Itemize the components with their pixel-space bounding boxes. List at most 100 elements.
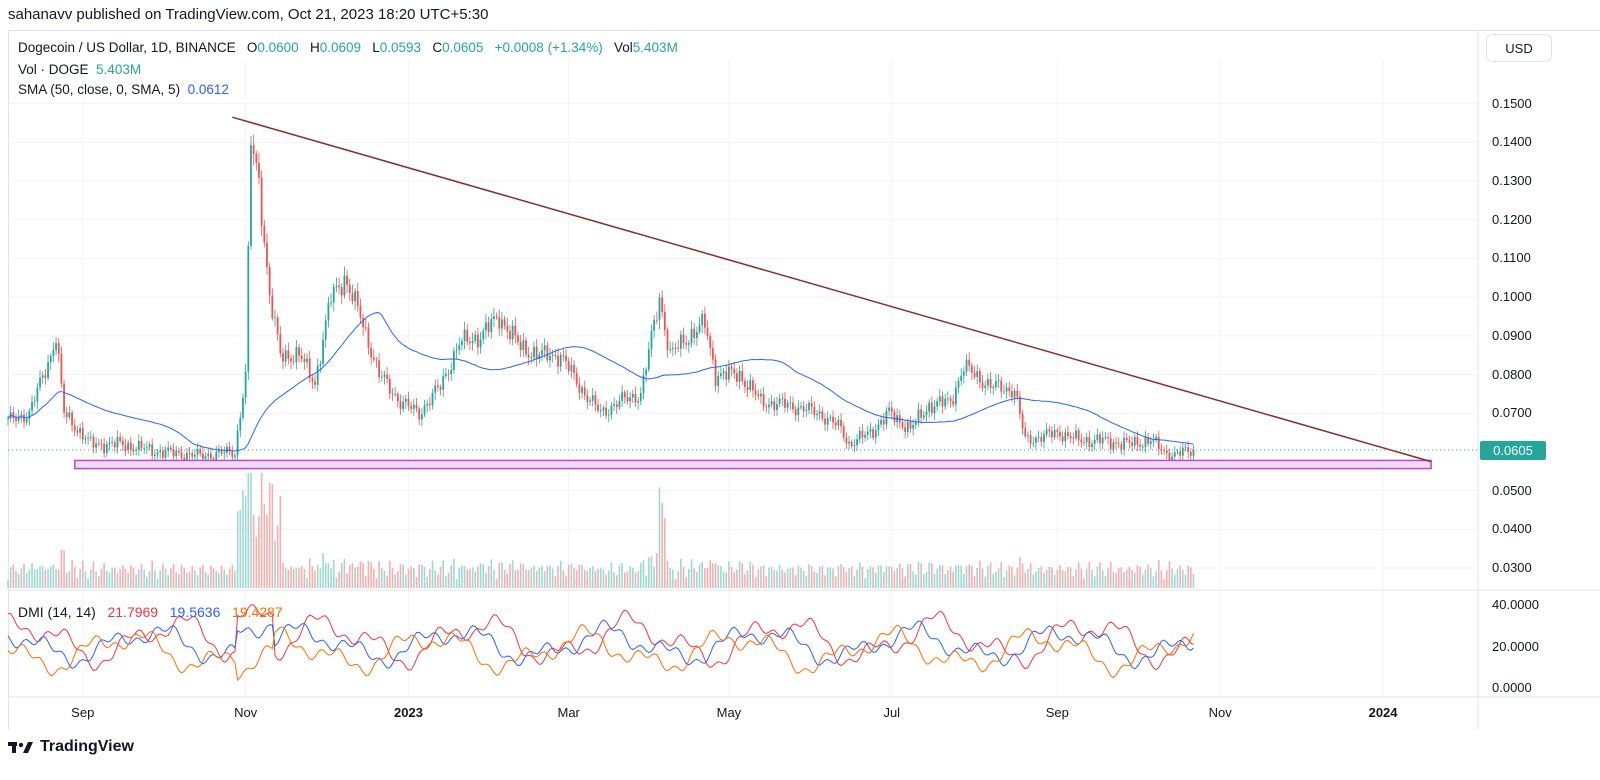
candle-body bbox=[933, 406, 936, 414]
candle-body bbox=[116, 437, 119, 448]
volume-bar bbox=[853, 576, 856, 588]
volume-bar bbox=[570, 563, 573, 588]
candle-body bbox=[882, 419, 885, 425]
close-label: C bbox=[432, 40, 443, 55]
volume-bar bbox=[637, 571, 639, 588]
candle-body bbox=[121, 441, 124, 446]
volume-bar bbox=[1165, 569, 1168, 588]
candle-body bbox=[108, 442, 111, 444]
volume-legend[interactable]: Vol · DOGE 5.403M bbox=[18, 62, 141, 77]
candle-body bbox=[925, 411, 928, 416]
candle-body bbox=[1125, 437, 1128, 441]
volume-bar bbox=[276, 525, 279, 588]
candle-body bbox=[669, 349, 672, 350]
volume-bar bbox=[260, 473, 263, 588]
candle-body bbox=[693, 328, 696, 339]
volume-bar bbox=[1075, 569, 1077, 588]
sma-legend[interactable]: SMA (50, close, 0, SMA, 5) 0.0612 bbox=[18, 82, 229, 97]
volume-bar bbox=[514, 569, 517, 588]
candle-body bbox=[407, 398, 410, 406]
open-value: 0.0600 bbox=[257, 40, 299, 55]
volume-bar bbox=[322, 553, 324, 588]
volume-bar bbox=[498, 563, 501, 588]
volume-bar bbox=[939, 564, 941, 588]
candle-body bbox=[725, 371, 728, 380]
volume-bar bbox=[1048, 566, 1051, 588]
candle-body bbox=[1117, 443, 1120, 445]
volume-bar bbox=[773, 569, 776, 588]
candle-body bbox=[826, 417, 829, 425]
volume-bar bbox=[1187, 565, 1189, 588]
candle-body bbox=[938, 396, 941, 402]
support-zone bbox=[74, 459, 1432, 470]
candle-body bbox=[797, 407, 800, 416]
volume-bar bbox=[682, 566, 685, 588]
candle-body bbox=[250, 145, 252, 246]
volume-bar bbox=[626, 571, 629, 588]
volume-bar bbox=[631, 567, 634, 588]
volume-bar bbox=[917, 561, 920, 588]
candle-body bbox=[423, 405, 426, 415]
candle-body bbox=[127, 442, 130, 451]
volume-bar bbox=[143, 569, 145, 588]
candle-body bbox=[220, 449, 223, 454]
volume-bar bbox=[410, 566, 412, 588]
volume-bar bbox=[567, 564, 570, 588]
candle-body bbox=[60, 353, 63, 384]
volume-bar bbox=[57, 569, 60, 588]
candle-body bbox=[936, 401, 939, 407]
volume-bar bbox=[701, 561, 703, 588]
candle-body bbox=[906, 421, 909, 432]
candle-body bbox=[260, 177, 263, 227]
currency-button[interactable]: USD bbox=[1486, 34, 1552, 62]
candle-body bbox=[501, 319, 503, 329]
candle-body bbox=[986, 379, 989, 386]
candle-body bbox=[477, 334, 479, 348]
volume-bar bbox=[114, 567, 116, 588]
volume-bar bbox=[645, 575, 647, 588]
candle-body bbox=[581, 387, 583, 393]
volume-bar bbox=[266, 515, 268, 588]
volume-bar bbox=[167, 575, 169, 588]
chart-frame[interactable] bbox=[8, 30, 1600, 730]
volume-bar bbox=[623, 572, 626, 588]
close-value: 0.0605 bbox=[442, 40, 484, 55]
dmi-legend[interactable]: DMI (14, 14) 21.7969 19.5636 19.4287 bbox=[18, 604, 283, 620]
volume-bar bbox=[872, 567, 874, 588]
volume-bar bbox=[909, 563, 912, 588]
volume-bar bbox=[20, 568, 23, 588]
tradingview-logo[interactable]: TradingView bbox=[8, 738, 134, 756]
volume-bar bbox=[519, 563, 522, 588]
volume-bar bbox=[397, 571, 399, 588]
volume-bar bbox=[805, 575, 808, 588]
candle-body bbox=[1008, 387, 1011, 392]
candle-body bbox=[914, 421, 917, 426]
dmi-name: DMI (14, 14) bbox=[18, 604, 96, 620]
candle-body bbox=[212, 458, 215, 460]
candle-body bbox=[89, 436, 92, 438]
candle-body bbox=[749, 380, 752, 391]
volume-bar bbox=[1109, 561, 1112, 588]
volume-bar bbox=[1080, 568, 1083, 588]
volume-bar bbox=[394, 574, 396, 588]
volume-bar bbox=[156, 578, 159, 588]
candle-body bbox=[706, 327, 709, 336]
volume-bar bbox=[1043, 572, 1045, 588]
volume-bar bbox=[955, 565, 957, 588]
candle-body bbox=[258, 162, 260, 178]
candle-body bbox=[471, 340, 474, 344]
candle-body bbox=[613, 404, 615, 406]
volume-bar bbox=[981, 568, 984, 588]
symbol-name[interactable]: Dogecoin / US Dollar, 1D, BINANCE bbox=[18, 40, 236, 55]
volume-bar bbox=[874, 572, 877, 588]
candle-body bbox=[522, 340, 525, 350]
volume-bar bbox=[989, 562, 992, 588]
volume-bar bbox=[108, 572, 111, 588]
volume-indicator-value: 5.403M bbox=[96, 62, 142, 77]
volume-bar bbox=[511, 560, 514, 588]
volume-bar bbox=[252, 514, 255, 588]
time-tick-label: Nov bbox=[1208, 705, 1232, 720]
volume-bar bbox=[244, 496, 247, 588]
candle-body bbox=[81, 428, 84, 440]
